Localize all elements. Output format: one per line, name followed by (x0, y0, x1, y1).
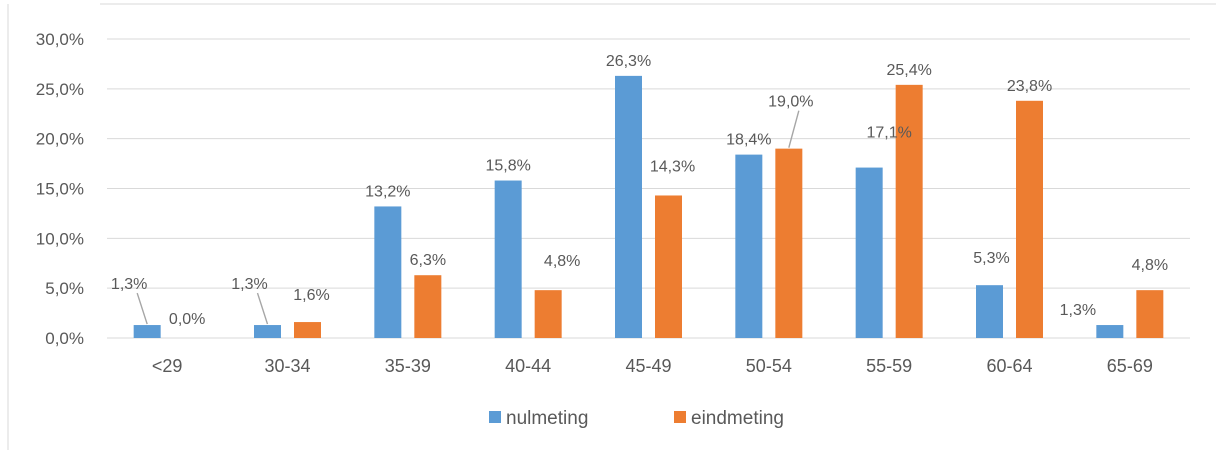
data-labels: 1,3% 1,3% 13,2% 15,8% 26,3% 18,4% 17,1% 5,3% 1,3… (111, 53, 1168, 328)
bar-nulmeting (254, 325, 281, 338)
x-tick-label: 45-49 (625, 356, 671, 376)
bar-eindmeting (414, 275, 442, 338)
bar-nulmeting (855, 167, 883, 338)
data-label-eindmeting: 14,3% (650, 158, 695, 175)
legend-swatch-nulmeting (489, 411, 501, 423)
y-tick-label: 30,0% (36, 30, 84, 49)
bar-nulmeting (494, 180, 522, 338)
data-label-eindmeting: 23,8% (1007, 78, 1052, 95)
bar-eindmeting (294, 322, 321, 338)
bar-eindmeting (1016, 100, 1043, 338)
data-label-eindmeting: 25,4% (886, 62, 931, 79)
x-tick-label: 40-44 (505, 356, 551, 376)
x-axis-category-labels: <29 30-34 35-39 40-44 45-49 50-54 55-59 60-64 65… (152, 356, 1153, 376)
data-label-nulmeting: 15,8% (485, 158, 530, 175)
x-tick-label: <29 (152, 356, 183, 376)
data-label-nulmeting: 1,3% (231, 276, 267, 293)
leader-line (136, 292, 148, 325)
data-label-eindmeting: 0,0% (169, 311, 205, 328)
data-label-nulmeting: 17,1% (866, 125, 911, 142)
data-label-eindmeting: 1,6% (293, 287, 329, 304)
legend[interactable]: nulmeting eindmeting (489, 408, 784, 429)
x-tick-label: 30-34 (264, 356, 310, 376)
y-tick-label: 20,0% (36, 130, 84, 149)
x-tick-label: 55-59 (866, 356, 912, 376)
x-tick-label: 35-39 (385, 356, 431, 376)
data-label-nulmeting: 5,3% (973, 250, 1009, 267)
bar-nulmeting (133, 325, 161, 338)
data-label-nulmeting: 26,3% (606, 53, 651, 70)
bar-nulmeting (615, 75, 642, 339)
leader-lines (136, 110, 800, 325)
data-label-nulmeting: 1,3% (1060, 302, 1096, 319)
bars (133, 75, 1164, 339)
data-label-nulmeting: 18,4% (726, 132, 771, 149)
bar-nulmeting (374, 206, 402, 338)
y-tick-label: 15,0% (36, 180, 84, 199)
bar-eindmeting (655, 195, 682, 338)
y-tick-label: 5,0% (45, 279, 84, 298)
legend-label-nulmeting[interactable]: nulmeting (506, 408, 588, 429)
gridlines (107, 38, 1190, 339)
y-tick-label: 0,0% (45, 329, 84, 348)
bar-eindmeting (534, 290, 562, 338)
bar-eindmeting (1136, 290, 1164, 338)
bar-nulmeting (735, 154, 763, 338)
x-tick-label: 50-54 (746, 356, 792, 376)
bar-nulmeting (976, 285, 1003, 338)
legend-swatch-eindmeting (674, 411, 686, 423)
data-label-nulmeting: 13,2% (365, 183, 410, 200)
data-label-eindmeting: 4,8% (544, 253, 580, 270)
bar-nulmeting (1096, 325, 1124, 338)
data-label-eindmeting: 19,0% (768, 94, 813, 111)
data-label-eindmeting: 6,3% (410, 252, 446, 269)
bar-eindmeting (775, 148, 803, 338)
bar-eindmeting (895, 84, 923, 338)
y-axis-tick-labels: 0,0% 5,0% 10,0% 15,0% 20,0% 25,0% 30,0% (36, 30, 84, 348)
legend-label-eindmeting[interactable]: eindmeting (691, 408, 784, 429)
data-label-eindmeting: 4,8% (1132, 257, 1168, 274)
y-tick-label: 25,0% (36, 80, 84, 99)
leader-line (788, 110, 800, 148)
x-tick-label: 65-69 (1107, 356, 1153, 376)
y-tick-label: 10,0% (36, 229, 84, 248)
data-label-nulmeting: 1,3% (111, 276, 147, 293)
leader-line (256, 292, 269, 325)
x-tick-label: 60-64 (986, 356, 1032, 376)
